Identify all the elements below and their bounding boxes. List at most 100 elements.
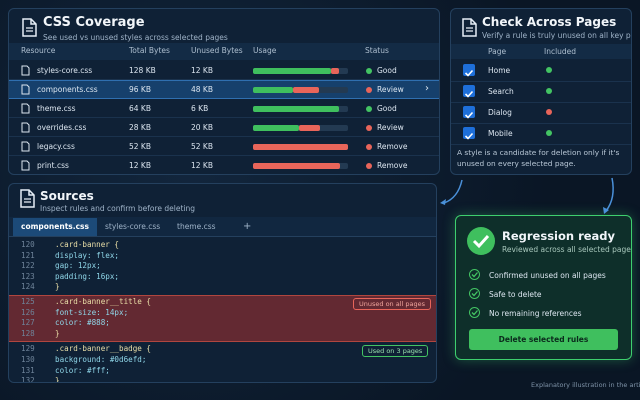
doc-icon bbox=[22, 18, 37, 37]
subtitle: Verify a rule is truly unused on all key… bbox=[482, 31, 632, 40]
pages-panel: Check Across Pages Verify a rule is truly… bbox=[450, 8, 632, 175]
title: Check Across Pages bbox=[482, 15, 617, 29]
row-divider bbox=[451, 123, 631, 124]
status: Review bbox=[377, 85, 404, 94]
check-icon bbox=[469, 269, 480, 280]
file-icon bbox=[21, 103, 30, 114]
status-dot bbox=[366, 106, 372, 112]
unused-bytes: 48 KB bbox=[191, 85, 213, 94]
included-dot bbox=[546, 130, 552, 136]
tab[interactable]: components.css bbox=[13, 218, 97, 236]
unused-bytes: 12 KB bbox=[191, 161, 213, 170]
line-number: 124 bbox=[21, 282, 35, 292]
check-text: Safe to delete bbox=[489, 290, 542, 299]
table-header bbox=[9, 43, 439, 60]
column-header: Usage bbox=[253, 46, 277, 55]
check-icon bbox=[469, 288, 480, 299]
resource: overrides.css bbox=[37, 123, 87, 132]
file-icon bbox=[21, 122, 30, 133]
total-bytes: 28 KB bbox=[129, 123, 151, 132]
doc-icon bbox=[20, 189, 35, 208]
check bbox=[464, 111, 474, 119]
total-bytes: 12 KB bbox=[129, 161, 151, 170]
line-number: 129 bbox=[21, 344, 35, 354]
total-bytes: 64 KB bbox=[129, 104, 151, 113]
success-icon bbox=[467, 227, 495, 255]
code-line: font-size: 14px; bbox=[55, 307, 129, 317]
resource: components.css bbox=[37, 85, 98, 94]
page-name: Dialog bbox=[488, 108, 512, 117]
title: CSS Coverage bbox=[43, 15, 145, 30]
table-header bbox=[451, 44, 631, 59]
resource: theme.css bbox=[37, 104, 76, 113]
line-number: 130 bbox=[21, 355, 35, 364]
unused-bytes: 12 KB bbox=[191, 66, 213, 75]
usage-unused bbox=[298, 125, 321, 131]
row-divider bbox=[451, 144, 631, 145]
coverage-panel: CSS Coverage See used vs unused styles ac… bbox=[8, 8, 440, 175]
usage-unused bbox=[292, 87, 319, 93]
selected-row bbox=[9, 80, 439, 99]
usage-unused bbox=[253, 144, 348, 150]
footer-note: Explanatory illustration in the article bbox=[531, 381, 640, 389]
file-icon bbox=[21, 160, 30, 171]
code-line: background: #0d6efd; bbox=[55, 355, 147, 364]
row-divider bbox=[451, 81, 631, 82]
tab[interactable]: + bbox=[243, 221, 252, 232]
total-bytes: 52 KB bbox=[129, 142, 151, 151]
subtitle: Reviewed across all selected pages bbox=[502, 245, 632, 254]
usage-used bbox=[253, 125, 299, 131]
doc-icon bbox=[462, 18, 477, 37]
line-number: 128 bbox=[21, 328, 35, 338]
badge: Used on 3 pages bbox=[362, 345, 429, 358]
column-header: Page bbox=[488, 47, 507, 56]
title: Sources bbox=[40, 189, 94, 203]
file-icon bbox=[21, 141, 30, 152]
regression-panel: Regression ready Reviewed across all sele… bbox=[455, 215, 632, 360]
tab[interactable]: styles-core.css bbox=[105, 222, 161, 231]
title: Regression ready bbox=[502, 229, 616, 243]
row-arrow: › bbox=[425, 83, 429, 94]
usage-used bbox=[253, 68, 331, 74]
included-dot bbox=[546, 67, 552, 73]
column-header: Status bbox=[365, 46, 389, 55]
column-header: Included bbox=[544, 47, 577, 56]
code-line: color: #888; bbox=[55, 318, 110, 328]
check bbox=[464, 90, 474, 98]
badge: Unused on all pages bbox=[353, 298, 432, 310]
line-number: 123 bbox=[21, 271, 35, 281]
check-text: No remaining references bbox=[489, 309, 582, 318]
included-dot bbox=[546, 109, 552, 115]
subtitle: Inspect rules and confirm before deletin… bbox=[40, 204, 195, 213]
checkbox bbox=[463, 127, 475, 140]
column-header: Unused Bytes bbox=[191, 46, 243, 55]
page-name: Mobile bbox=[488, 129, 513, 138]
page-name: Home bbox=[488, 66, 511, 75]
line-number: 126 bbox=[21, 307, 35, 317]
check bbox=[464, 132, 474, 140]
tick bbox=[471, 272, 478, 278]
code-line: .card-banner__title { bbox=[55, 297, 152, 306]
status: Good bbox=[377, 104, 397, 113]
page-name: Search bbox=[488, 87, 514, 96]
note: A style is a candidate for deletion only… bbox=[457, 148, 620, 168]
line-number: 122 bbox=[21, 261, 35, 271]
column-header: Resource bbox=[21, 46, 56, 55]
check-icon bbox=[469, 307, 480, 318]
code-line: display: flex; bbox=[55, 250, 120, 260]
usage-unused bbox=[330, 68, 340, 74]
unused-bytes: 6 KB bbox=[191, 104, 209, 113]
line-number: 120 bbox=[21, 240, 35, 249]
code-line: padding: 16px; bbox=[55, 271, 120, 281]
tab[interactable]: theme.css bbox=[177, 222, 216, 231]
status-dot bbox=[366, 125, 372, 131]
status-dot bbox=[366, 68, 372, 74]
delete-button[interactable]: Delete selected rules bbox=[469, 329, 618, 350]
tab-bar bbox=[9, 217, 436, 237]
status: Remove bbox=[377, 142, 408, 151]
row-divider bbox=[9, 155, 439, 156]
usage-used bbox=[253, 87, 293, 93]
file-icon bbox=[21, 84, 30, 95]
